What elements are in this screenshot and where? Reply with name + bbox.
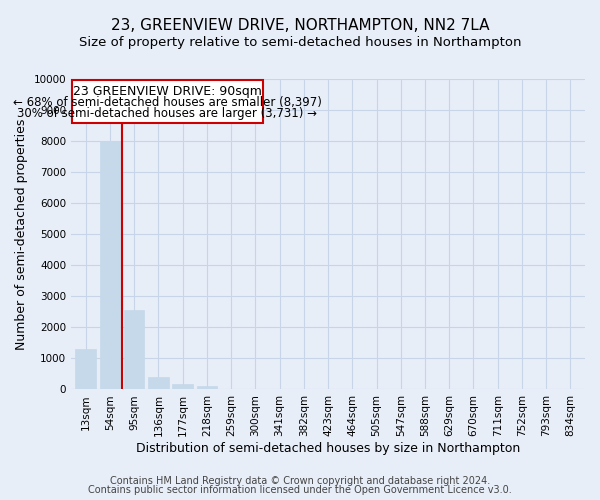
- Text: 23, GREENVIEW DRIVE, NORTHAMPTON, NN2 7LA: 23, GREENVIEW DRIVE, NORTHAMPTON, NN2 7L…: [111, 18, 489, 32]
- Bar: [172, 384, 193, 390]
- Bar: [100, 141, 120, 390]
- Y-axis label: Number of semi-detached properties: Number of semi-detached properties: [15, 118, 28, 350]
- FancyBboxPatch shape: [72, 80, 263, 123]
- Text: 30% of semi-detached houses are larger (3,731) →: 30% of semi-detached houses are larger (…: [17, 106, 317, 120]
- Text: Contains HM Land Registry data © Crown copyright and database right 2024.: Contains HM Land Registry data © Crown c…: [110, 476, 490, 486]
- Bar: [124, 310, 145, 390]
- X-axis label: Distribution of semi-detached houses by size in Northampton: Distribution of semi-detached houses by …: [136, 442, 520, 455]
- Bar: [197, 386, 217, 390]
- Bar: [75, 349, 96, 390]
- Text: 23 GREENVIEW DRIVE: 90sqm: 23 GREENVIEW DRIVE: 90sqm: [73, 85, 262, 98]
- Text: ← 68% of semi-detached houses are smaller (8,397): ← 68% of semi-detached houses are smalle…: [13, 96, 322, 109]
- Bar: [148, 377, 169, 390]
- Text: Size of property relative to semi-detached houses in Northampton: Size of property relative to semi-detach…: [79, 36, 521, 49]
- Text: Contains public sector information licensed under the Open Government Licence v3: Contains public sector information licen…: [88, 485, 512, 495]
